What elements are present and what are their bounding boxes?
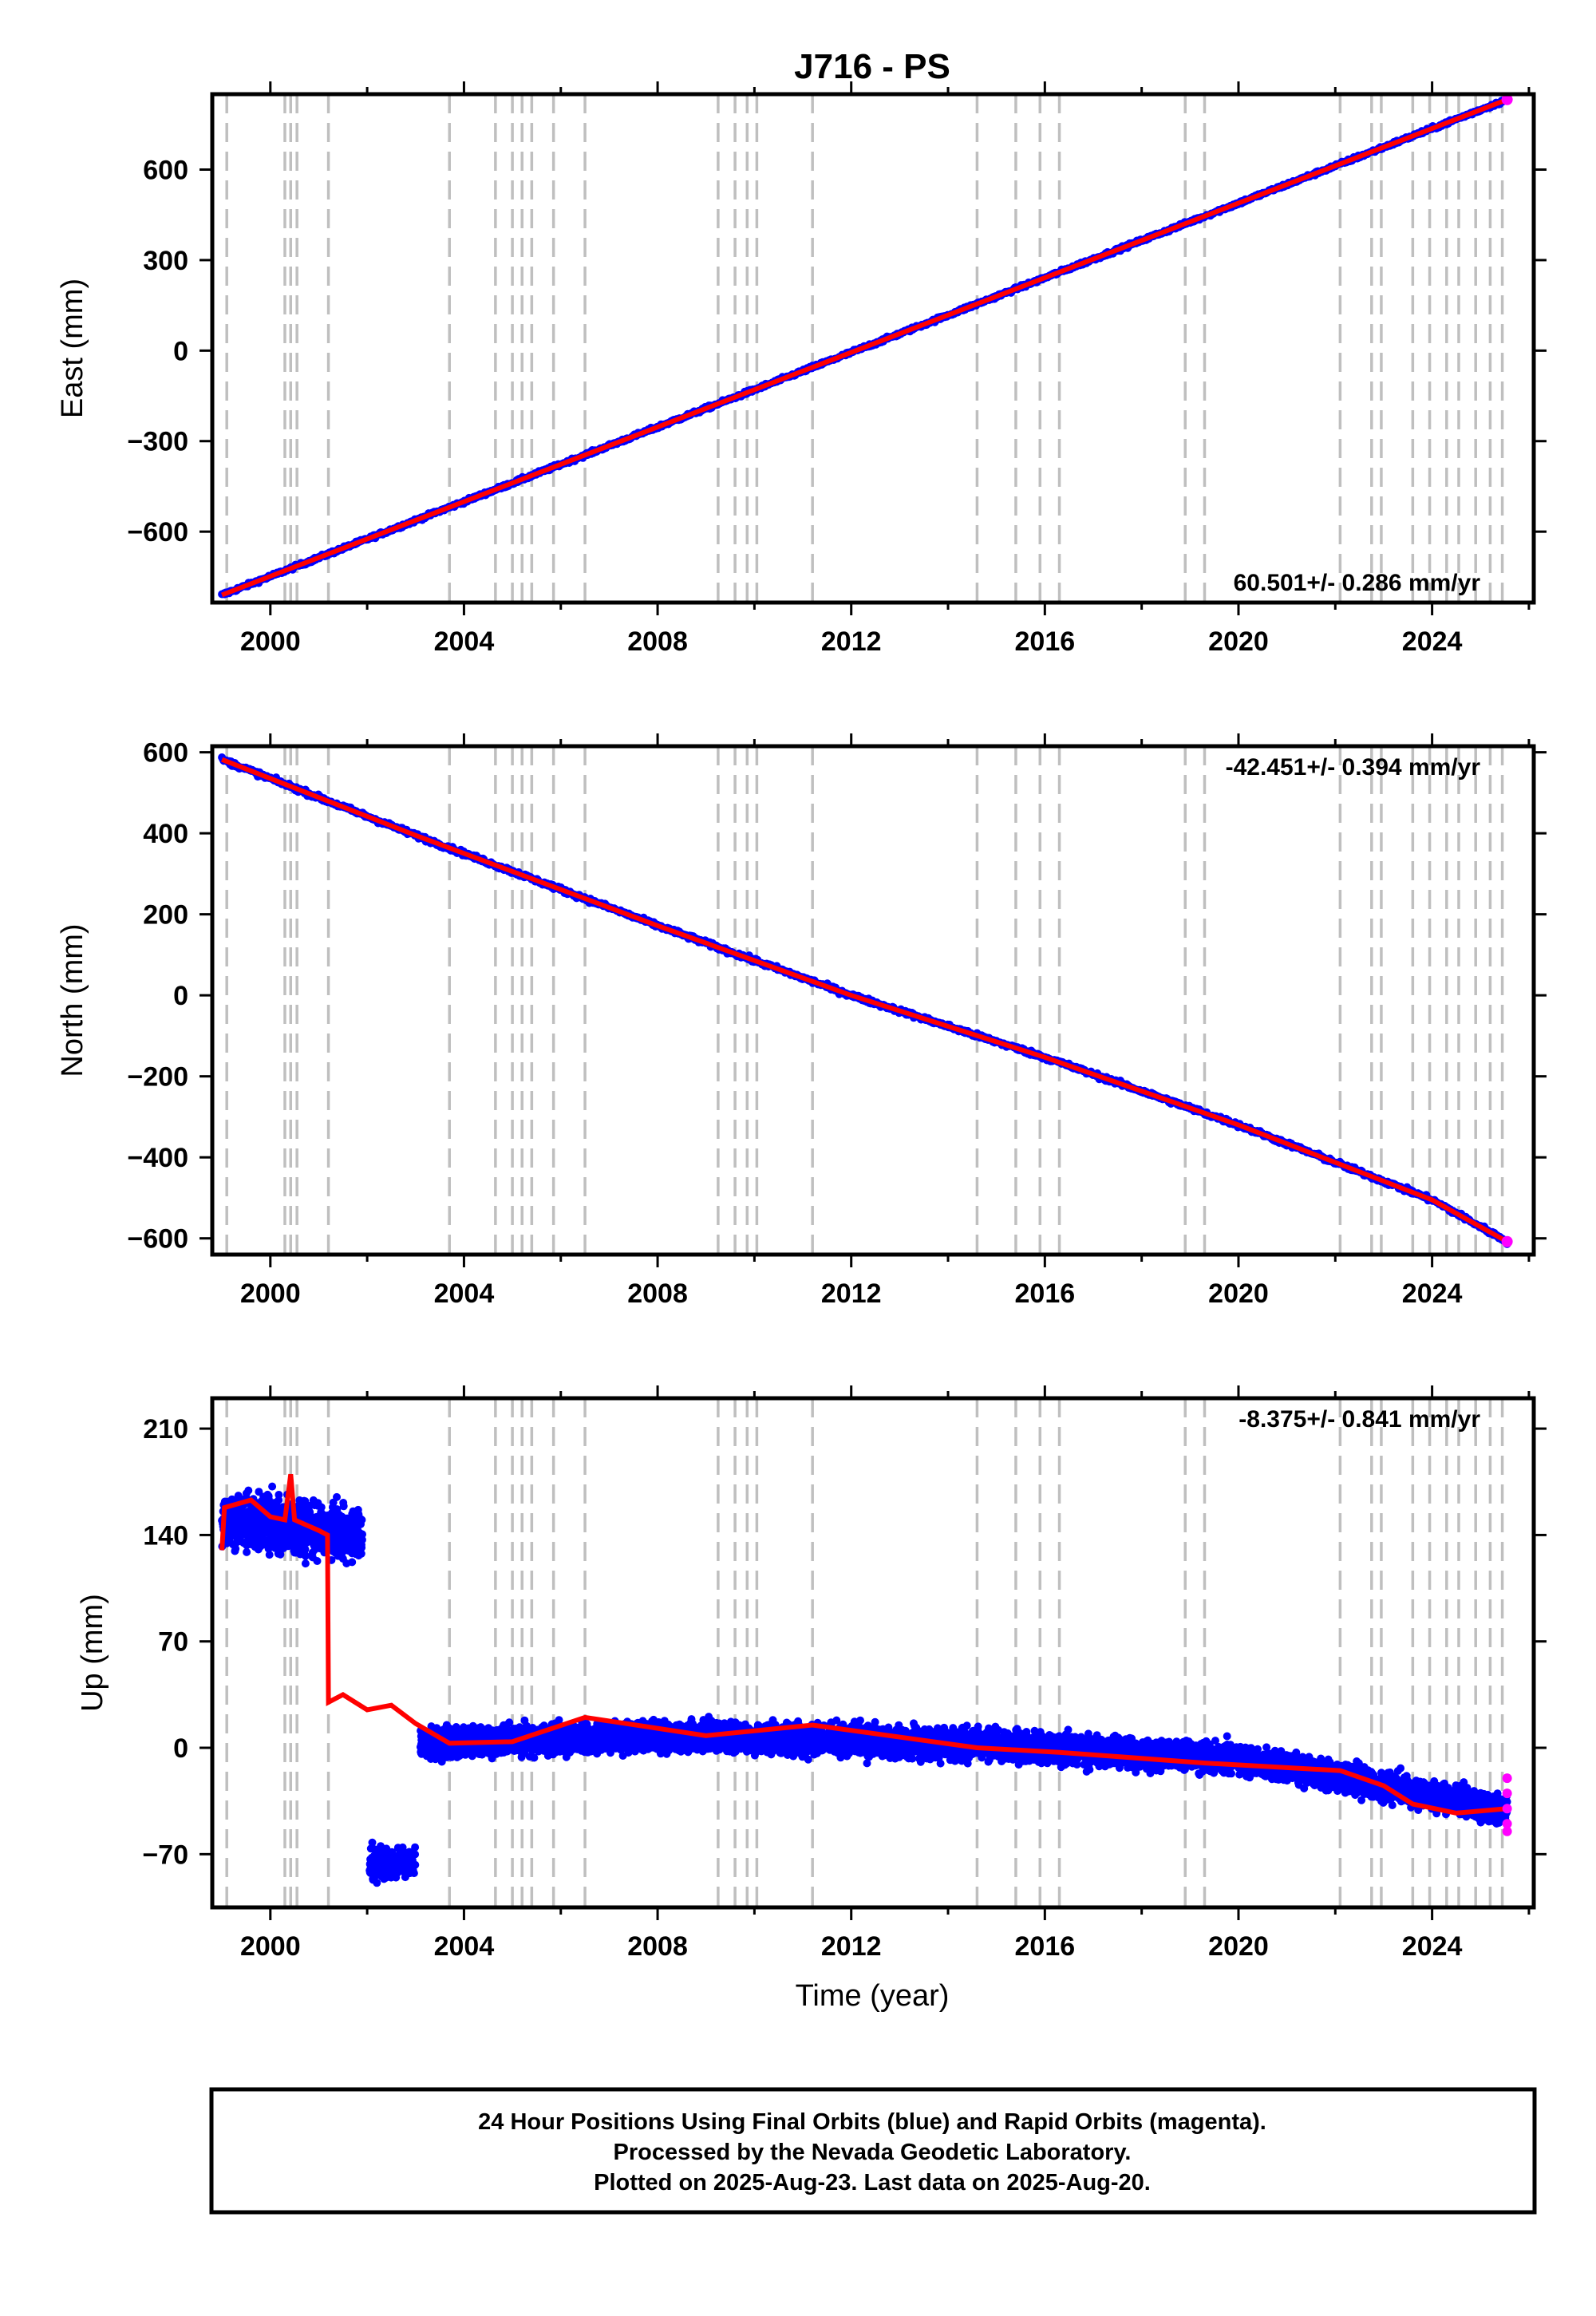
x-tick-label: 2000 bbox=[240, 626, 301, 657]
rapid-orbit-point bbox=[1502, 1819, 1512, 1829]
y-tick-label: −300 bbox=[127, 427, 188, 457]
x-tick-label: 2000 bbox=[240, 1279, 301, 1309]
y-tick-label: −600 bbox=[127, 517, 188, 547]
x-axis-label: Time (year) bbox=[796, 1979, 950, 2013]
x-tick-label: 2008 bbox=[627, 1279, 688, 1309]
up-panel: 2000 2004 2008 2012 2016 2020 2024 −70 0 70 140 210… bbox=[76, 1385, 1547, 1962]
x-tick-label: 2004 bbox=[434, 626, 495, 657]
caption-line-3: Plotted on 2025-Aug-23. Last data on 202… bbox=[594, 2170, 1151, 2195]
x-tick-label: 2008 bbox=[627, 1931, 688, 1962]
rapid-orbit-point bbox=[1501, 94, 1513, 105]
y-tick-label: −400 bbox=[127, 1143, 188, 1173]
y-tick-label: 300 bbox=[143, 246, 188, 276]
y-tick-label: −600 bbox=[127, 1224, 188, 1255]
x-tick-label: 2024 bbox=[1402, 1279, 1463, 1309]
final-orbit-points-main_cluster bbox=[416, 1713, 1511, 1828]
x-tick-label: 2020 bbox=[1208, 1279, 1269, 1309]
rapid-orbit-point bbox=[1502, 1826, 1512, 1836]
y-tick-label: 210 bbox=[143, 1414, 188, 1445]
y-tick-label: −200 bbox=[127, 1062, 188, 1093]
caption-line-2: Processed by the Nevada Geodetic Laborat… bbox=[614, 2140, 1132, 2165]
caption-box: 24 Hour Positions Using Final Orbits (bl… bbox=[209, 2087, 1537, 2215]
x-tick-label: 2020 bbox=[1208, 626, 1269, 657]
north-panel: 2000 2004 2008 2012 2016 2020 2024−600−400−200… bbox=[56, 733, 1547, 1309]
y-tick-label: 600 bbox=[143, 738, 188, 769]
data-points bbox=[218, 753, 1513, 1248]
rate-label: -8.375+/- 0.841 mm/yr bbox=[1238, 1406, 1480, 1433]
east-panel: 2000 2004 2008 2012 2016 2020 2024 −600 −300 0 300… bbox=[56, 81, 1547, 657]
x-tick-label: 2024 bbox=[1402, 1931, 1463, 1962]
y-axis-label: Up (mm) bbox=[76, 1594, 109, 1712]
x-tick-label: 2004 bbox=[434, 1279, 495, 1309]
y-tick-label: 200 bbox=[143, 900, 188, 931]
x-tick-label: 2024 bbox=[1402, 626, 1463, 657]
rate-label: -42.451+/- 0.394 mm/yr bbox=[1226, 754, 1481, 781]
y-tick-label: 70 bbox=[158, 1627, 188, 1658]
y-axis-label: North (mm) bbox=[56, 923, 89, 1077]
x-tick-label: 2016 bbox=[1015, 1279, 1076, 1309]
y-tick-label: −70 bbox=[142, 1840, 188, 1870]
data-points bbox=[218, 1473, 1512, 1887]
model-line bbox=[221, 757, 1509, 1244]
plot-frame bbox=[210, 92, 1536, 605]
rapid-orbit-point bbox=[1502, 1804, 1512, 1814]
rapid-orbit-point bbox=[1502, 1773, 1512, 1784]
final-orbit-points-offset_cluster bbox=[365, 1838, 420, 1887]
model-line bbox=[221, 97, 1508, 598]
plot-frame bbox=[210, 744, 1536, 1257]
x-tick-label: 2020 bbox=[1208, 1931, 1269, 1962]
chart-title: J716 - PS bbox=[794, 47, 950, 86]
x-tick-label: 2016 bbox=[1015, 1931, 1076, 1962]
x-tick-label: 2012 bbox=[821, 1931, 882, 1962]
x-tick-label: 2012 bbox=[821, 626, 882, 657]
model-line bbox=[219, 1473, 1507, 1816]
y-axis-label: East (mm) bbox=[56, 279, 89, 418]
y-tick-label: 600 bbox=[143, 156, 188, 186]
x-tick-label: 2016 bbox=[1015, 626, 1076, 657]
y-tick-label: 140 bbox=[143, 1520, 188, 1551]
y-tick-label: 0 bbox=[173, 336, 188, 366]
step-epoch-lines bbox=[225, 1398, 1504, 1907]
caption-line-1: 24 Hour Positions Using Final Orbits (bl… bbox=[478, 2109, 1266, 2135]
y-tick-label: 0 bbox=[173, 981, 188, 1011]
plot-frame bbox=[210, 1396, 1536, 1910]
rapid-orbit-point bbox=[1502, 1788, 1512, 1799]
rapid-orbit-point bbox=[1501, 1235, 1513, 1247]
data-points bbox=[218, 94, 1513, 599]
x-tick-label: 2008 bbox=[627, 626, 688, 657]
x-tick-label: 2000 bbox=[240, 1931, 301, 1962]
x-tick-label: 2012 bbox=[821, 1279, 882, 1309]
x-tick-label: 2004 bbox=[434, 1931, 495, 1962]
y-tick-label: 400 bbox=[143, 819, 188, 849]
y-tick-label: 0 bbox=[173, 1733, 188, 1764]
rate-label: 60.501+/- 0.286 mm/yr bbox=[1234, 570, 1481, 596]
